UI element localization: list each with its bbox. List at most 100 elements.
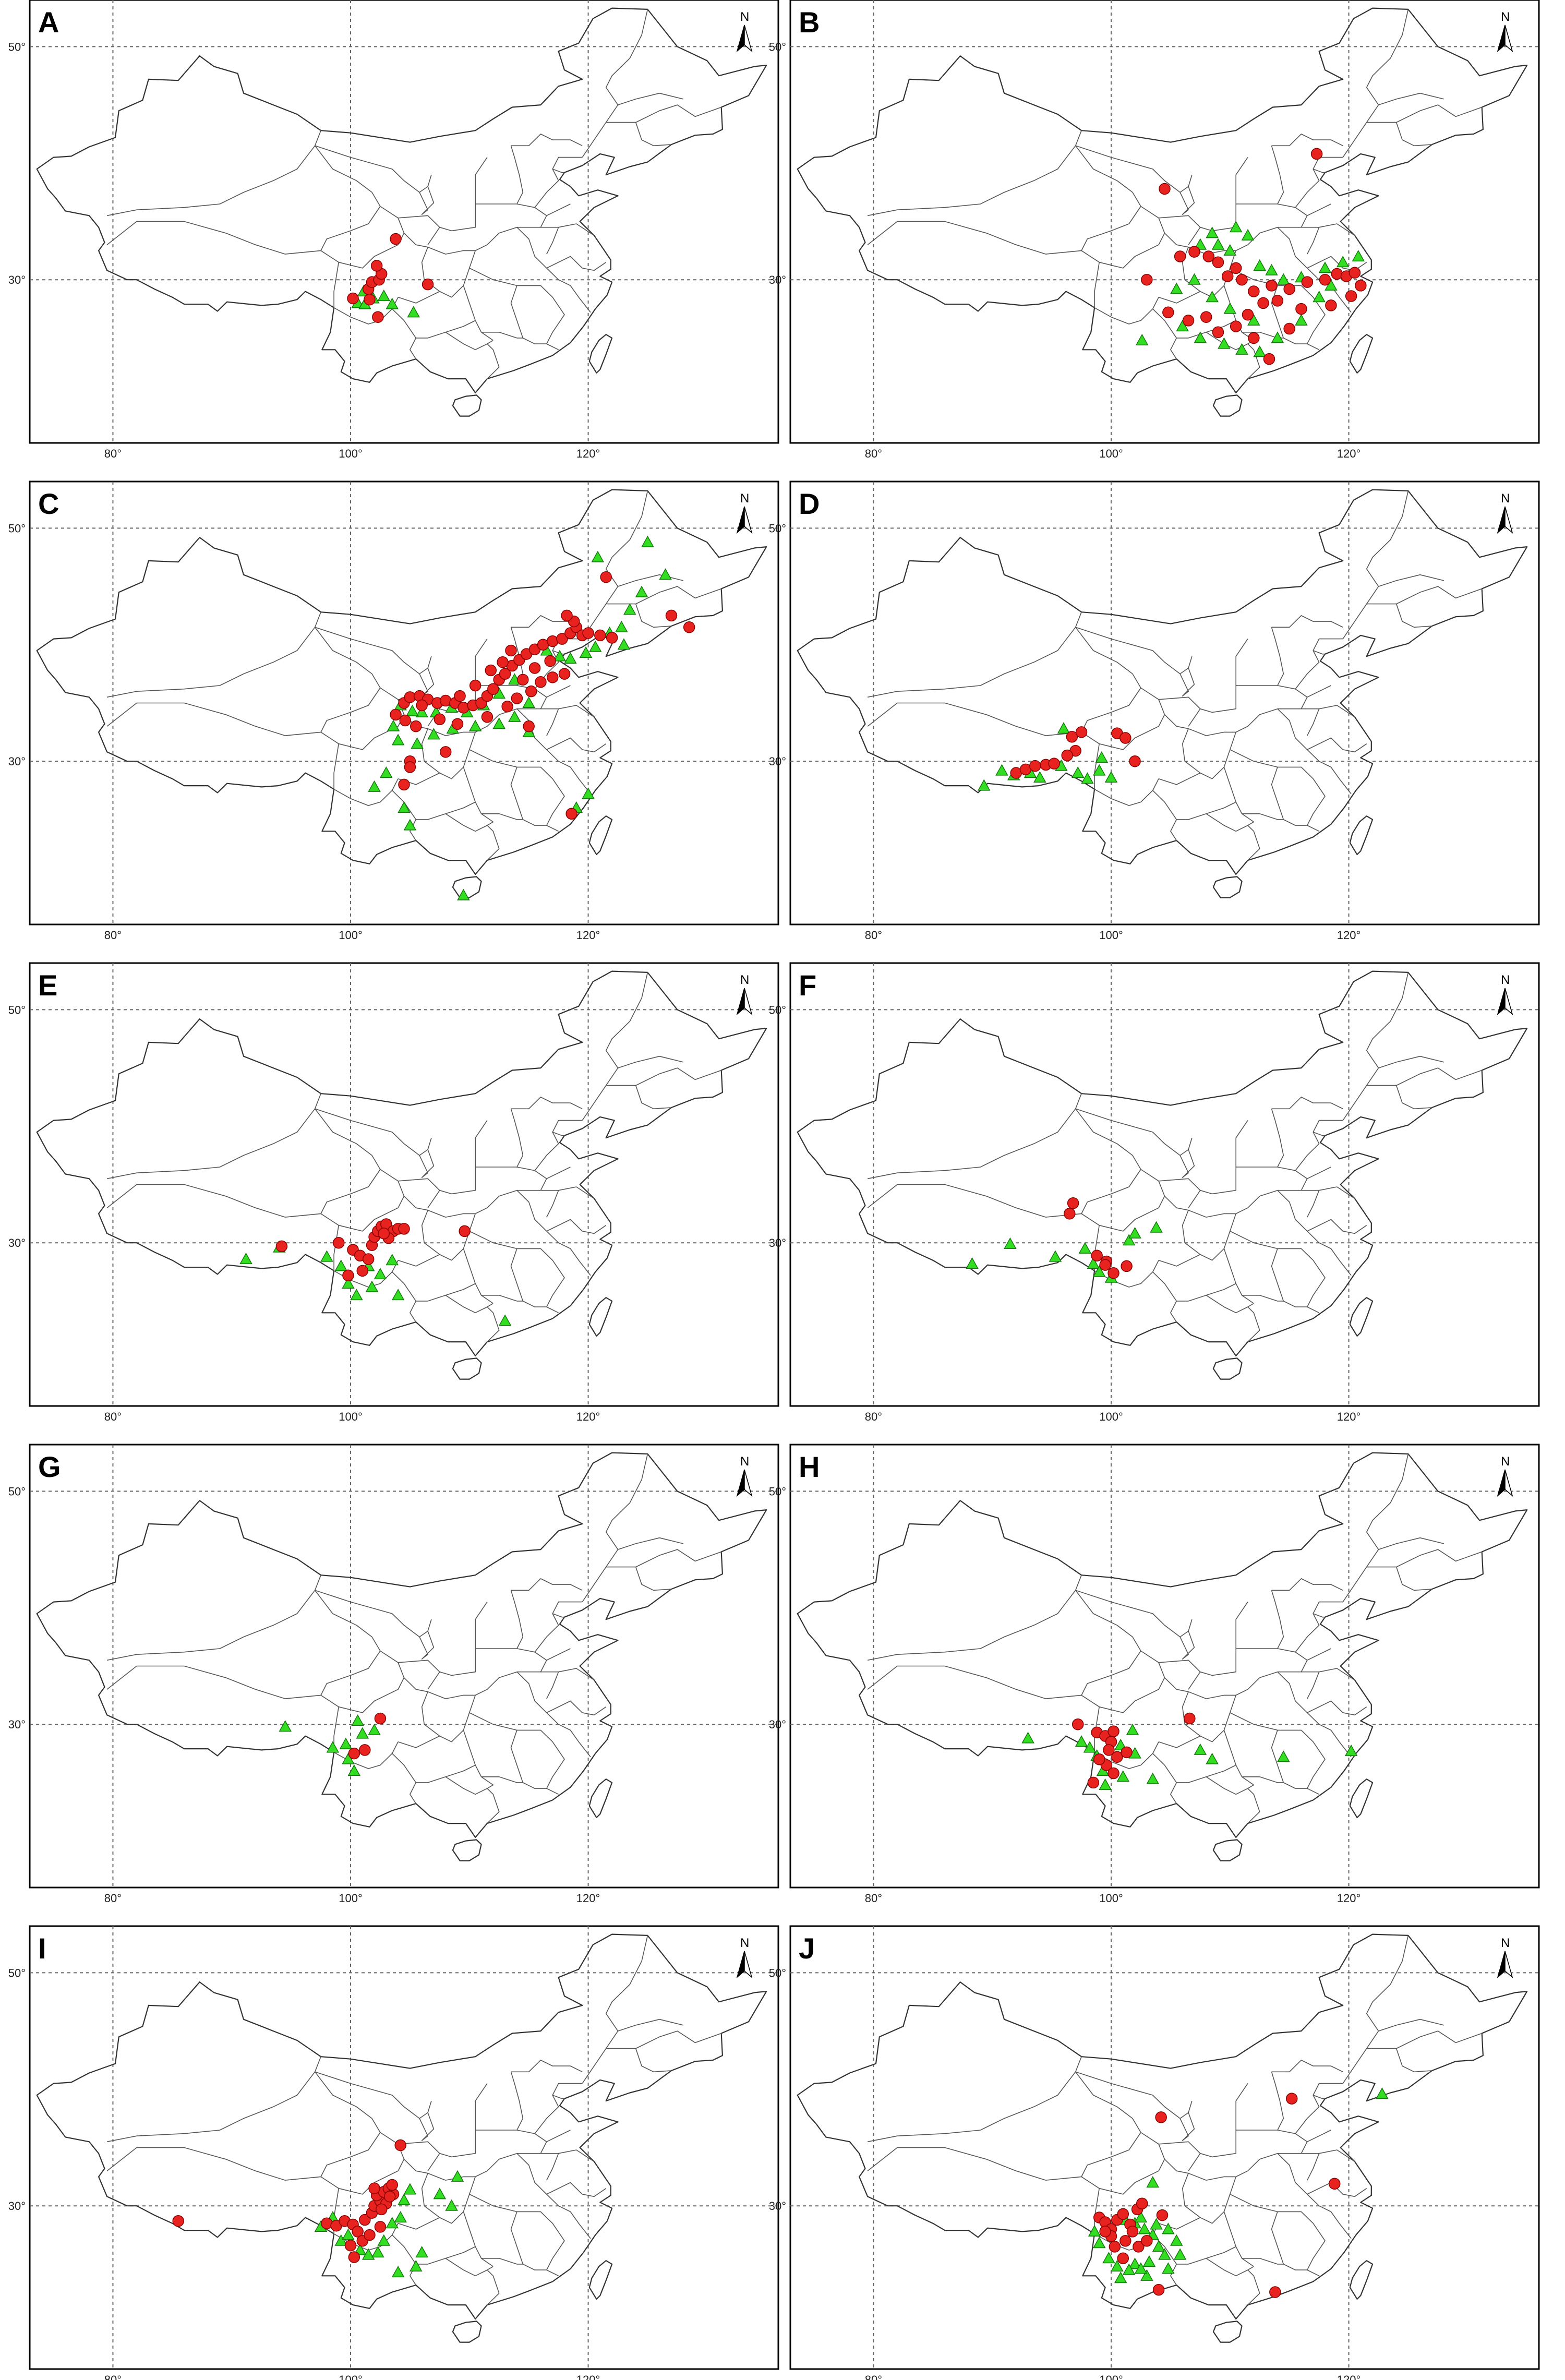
province-boundary — [1307, 1672, 1320, 1699]
province-boundary — [511, 2060, 583, 2073]
province-boundary — [635, 1567, 672, 1591]
green-triangle-marker — [365, 1280, 379, 1292]
province-boundary — [540, 223, 595, 236]
province-boundary — [333, 307, 393, 324]
province-boundary — [618, 1055, 683, 1068]
province-boundary — [1342, 972, 1409, 1121]
province-boundary — [1159, 696, 1201, 727]
red-circle-marker — [1121, 1260, 1133, 1272]
province-boundary — [1159, 1660, 1201, 1690]
hainan-outline — [452, 1839, 482, 1861]
green-triangle-marker — [377, 289, 391, 302]
green-triangle-marker — [1173, 2248, 1187, 2260]
province-boundary — [1158, 1254, 1201, 1267]
province-boundary — [1182, 728, 1224, 779]
map-area — [30, 1926, 778, 2369]
red-circle-marker — [1155, 2111, 1167, 2123]
province-boundary — [391, 297, 476, 339]
longitude-tick-label: 120° — [1337, 1410, 1361, 1423]
red-circle-marker — [1162, 306, 1174, 319]
green-triangle-marker — [415, 2246, 428, 2258]
province-boundary — [546, 2130, 571, 2143]
green-triangle-marker — [1114, 2271, 1127, 2283]
red-circle-marker — [1091, 1249, 1103, 1262]
province-boundary — [1179, 1137, 1195, 1178]
province-boundary — [487, 825, 500, 861]
province-boundary — [511, 1578, 583, 1591]
province-boundary — [1170, 819, 1177, 841]
red-circle-marker — [1121, 1746, 1133, 1759]
red-circle-marker — [348, 1747, 360, 1760]
green-triangle-marker — [659, 568, 672, 580]
province-boundary — [106, 611, 321, 698]
province-boundary — [1075, 2071, 1189, 2119]
province-boundary — [516, 2153, 591, 2239]
red-circle-marker — [1248, 332, 1260, 344]
province-boundary — [1170, 1782, 1177, 1804]
panel-letter: A — [38, 6, 59, 39]
red-circle-marker — [364, 2229, 376, 2241]
province-boundary — [1182, 1210, 1224, 1261]
province-boundary — [1099, 1677, 1165, 1713]
red-circle-marker — [505, 644, 517, 657]
province-boundary — [391, 1260, 476, 1302]
panel-letter: B — [799, 6, 820, 39]
province-boundary — [1170, 1301, 1177, 1323]
province-boundary — [106, 702, 339, 789]
green-triangle-marker — [591, 550, 605, 562]
red-circle-marker — [1126, 2226, 1139, 2238]
red-circle-marker — [404, 761, 416, 773]
red-circle-marker — [1221, 270, 1234, 282]
green-triangle-marker — [350, 1289, 363, 1301]
province-boundary — [106, 2147, 339, 2234]
hainan-outline — [1212, 1839, 1243, 1861]
green-triangle-marker — [1135, 333, 1149, 345]
province-boundary — [635, 2048, 672, 2073]
green-triangle-marker — [1152, 2240, 1165, 2252]
green-triangle-marker — [398, 801, 411, 813]
green-triangle-marker — [1150, 1221, 1163, 1233]
province-boundary — [410, 1782, 417, 1804]
province-boundary — [1395, 1567, 1432, 1591]
green-triangle-marker — [1253, 259, 1266, 271]
country-outline — [36, 970, 767, 1356]
map-area — [790, 0, 1539, 443]
red-circle-marker — [1236, 273, 1248, 286]
province-boundary — [1075, 145, 1189, 193]
red-circle-marker — [459, 1225, 471, 1237]
green-triangle-marker — [1162, 2222, 1175, 2234]
green-triangle-marker — [617, 638, 631, 650]
province-boundary — [1099, 714, 1165, 750]
province-boundary — [1271, 285, 1319, 351]
province-boundary — [1277, 638, 1343, 690]
province-boundary — [445, 813, 493, 832]
green-triangle-marker — [468, 719, 482, 731]
province-boundary — [469, 749, 565, 826]
red-circle-marker — [469, 679, 481, 692]
red-circle-marker — [372, 311, 384, 323]
red-circle-marker — [683, 621, 695, 633]
province-boundary — [445, 1776, 493, 1795]
province-boundary — [1271, 1578, 1343, 1591]
panel-letter: J — [799, 1932, 815, 1965]
province-boundary — [552, 650, 564, 655]
red-circle-marker — [1283, 283, 1295, 295]
green-triangle-marker — [1122, 1234, 1136, 1246]
north-arrow-icon: N — [736, 1936, 753, 1979]
map-panel-H: H N 80° 100° 120° 30° 50° — [769, 1444, 1540, 1905]
province-boundary — [1366, 104, 1482, 123]
green-triangle-marker — [582, 787, 595, 799]
north-arrow-icon: N — [736, 491, 753, 534]
province-boundary — [546, 256, 607, 271]
taiwan-outline — [588, 1297, 613, 1337]
map-area — [790, 1926, 1539, 2369]
red-circle-marker — [1048, 758, 1060, 770]
green-triangle-marker — [356, 1727, 369, 1739]
red-circle-marker — [390, 708, 402, 721]
province-boundary — [419, 174, 435, 215]
province-boundary — [1075, 1590, 1189, 1638]
longitude-tick-label: 100° — [1099, 2373, 1123, 2380]
province-boundary — [1159, 1178, 1201, 1208]
red-circle-marker — [368, 2182, 380, 2194]
